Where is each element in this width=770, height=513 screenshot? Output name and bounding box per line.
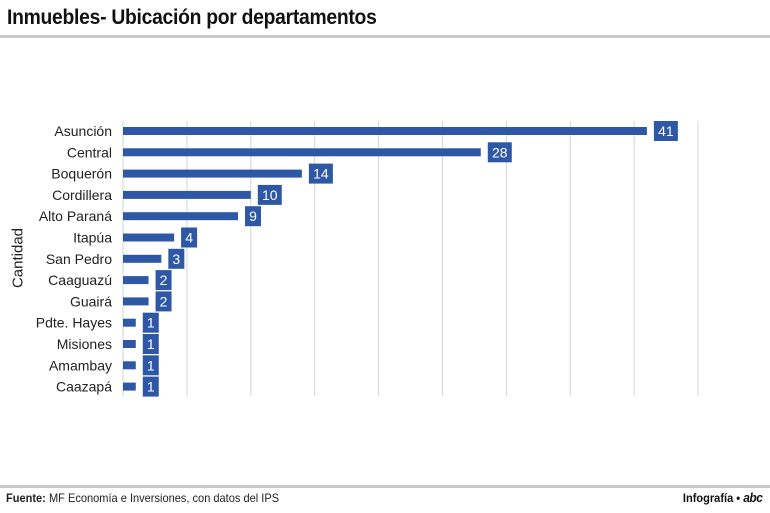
category-label: Pdte. Hayes: [36, 315, 112, 331]
data-label-box: [168, 248, 185, 269]
bar: [123, 318, 136, 327]
bar: [123, 212, 238, 221]
data-label: 28: [492, 144, 508, 160]
credit-text: Infografía •: [682, 491, 740, 505]
source-note: Fuente: MF Economía e Inversiones, con d…: [6, 491, 279, 505]
bar: [123, 148, 481, 157]
category-label: Asunción: [54, 123, 112, 139]
category-label: Boquerón: [51, 166, 112, 182]
chart-title: Inmuebles- Ubicación por departamentos: [7, 6, 377, 29]
category-label: Caazapá: [56, 379, 112, 395]
data-label: 1: [147, 379, 155, 395]
category-label: Misiones: [57, 336, 112, 352]
data-label: 3: [172, 251, 180, 267]
category-label: Caaguazú: [48, 272, 112, 288]
data-label-box: [142, 376, 159, 397]
bar: [123, 276, 149, 285]
category-label: Amambay: [49, 357, 112, 373]
bar: [123, 361, 136, 370]
data-label-box: [245, 206, 261, 227]
data-label-box: [155, 270, 172, 291]
data-label: 2: [160, 293, 168, 309]
data-label-box: [487, 142, 512, 163]
data-label-box: [308, 163, 333, 184]
category-label: Cordillera: [52, 187, 112, 203]
title-divider: [0, 35, 770, 38]
infographic-credit: Infografía • abc: [682, 490, 762, 505]
data-label: 41: [658, 123, 674, 139]
bar: [123, 382, 136, 391]
source-text: MF Economía e Inversiones, con datos del…: [48, 491, 280, 505]
data-label-box: [142, 334, 159, 354]
bar: [123, 297, 149, 306]
data-label-box: [142, 355, 159, 376]
category-label: Guairá: [70, 293, 112, 309]
data-label: 2: [160, 272, 168, 288]
category-label: Alto Paraná: [39, 208, 112, 224]
abc-logo: abc: [742, 490, 763, 505]
source-label: Fuente:: [6, 491, 46, 505]
data-label: 1: [147, 357, 155, 373]
category-label: Itapúa: [73, 230, 112, 246]
data-label: 4: [185, 230, 193, 246]
bar: [123, 233, 175, 242]
bar: [123, 340, 136, 348]
data-label-box: [155, 291, 172, 312]
bar: [123, 127, 647, 135]
data-label-box: [142, 312, 159, 333]
category-label: San Pedro: [46, 251, 112, 267]
data-label: 1: [147, 336, 155, 352]
data-label: 9: [249, 208, 257, 224]
data-label: 10: [262, 187, 278, 203]
data-label: 1: [147, 315, 155, 331]
footer-divider: [0, 485, 770, 488]
data-label: 14: [313, 166, 329, 182]
data-label-box: [181, 227, 198, 248]
bar: [123, 190, 251, 199]
data-label-box: [653, 121, 678, 141]
bar: [123, 169, 302, 178]
bar: [123, 254, 162, 263]
data-label-box: [257, 184, 282, 205]
category-label: Central: [67, 144, 112, 160]
